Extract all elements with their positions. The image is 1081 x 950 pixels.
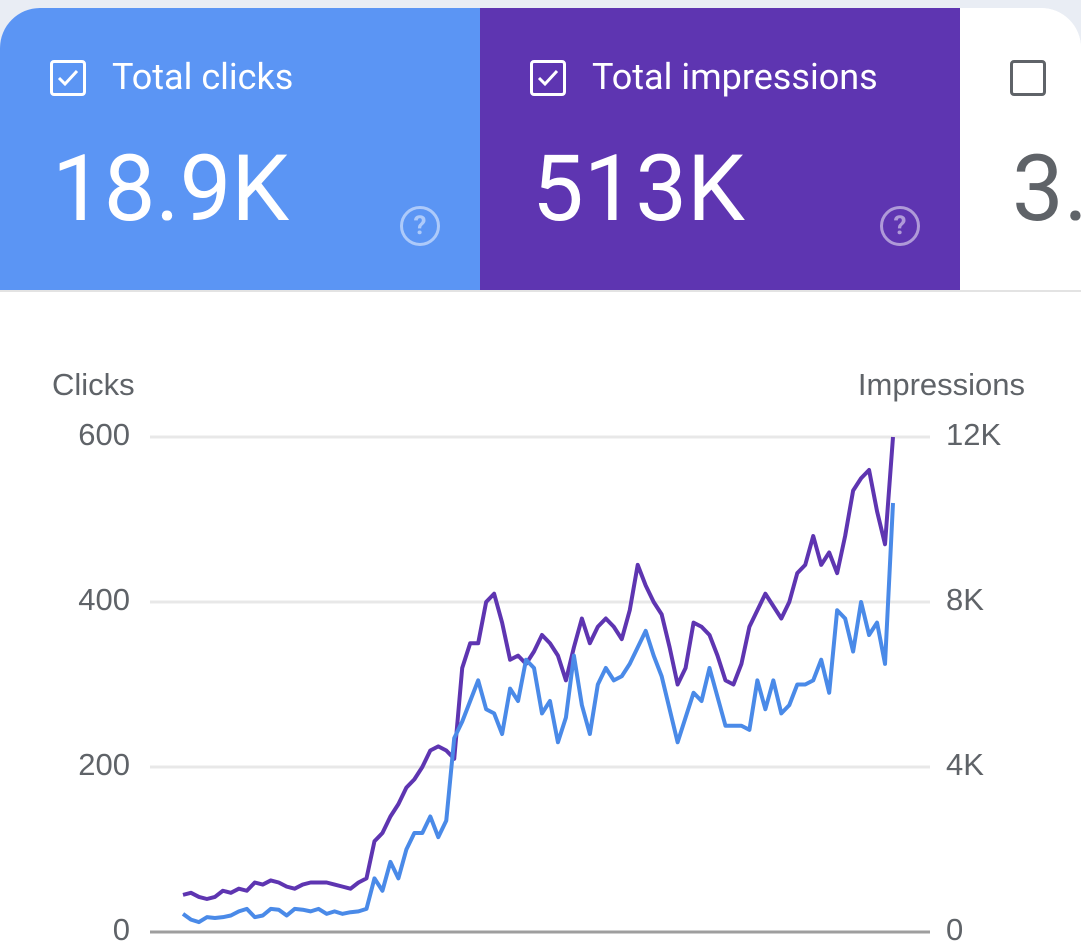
chart: Clicks Impressions 0 200 400 600 0 4K 8K 12K — [52, 367, 1025, 947]
y-tick-label: 0 — [113, 912, 130, 947]
y2-tick-label: 8K — [946, 582, 984, 617]
y-tick-label: 200 — [78, 747, 130, 782]
metric-value: 513K — [532, 136, 745, 243]
y2-tick-label: 0 — [946, 912, 963, 947]
metric-cards: Total clicks 18.9K ? Total impressions 5… — [0, 8, 1081, 292]
series-line — [182, 436, 895, 901]
metric-card[interactable]: Total clicks 18.9K ? — [0, 8, 480, 290]
checkbox[interactable] — [50, 60, 86, 96]
y2-tick-label: 4K — [946, 747, 984, 782]
search-performance: Total clicks 18.9K ? Total impressions 5… — [0, 8, 1081, 950]
checkbox[interactable] — [1010, 60, 1046, 96]
y-tick-label: 600 — [78, 417, 130, 452]
checkbox[interactable] — [530, 60, 566, 96]
series-line — [181, 502, 895, 925]
metric-label: Total clicks — [112, 56, 294, 98]
help-icon[interactable]: ? — [400, 206, 440, 246]
y-axis-title: Clicks — [52, 367, 135, 402]
y-tick-label: 400 — [78, 582, 130, 617]
metric-card[interactable]: 3. — [960, 8, 1081, 290]
y2-axis-title: Impressions — [858, 367, 1025, 402]
help-icon[interactable]: ? — [880, 206, 920, 246]
metric-label: Total impressions — [592, 56, 878, 98]
y2-tick-label: 12K — [946, 417, 1001, 452]
metric-value: 3. — [1012, 136, 1081, 243]
metric-value: 18.9K — [52, 136, 290, 243]
metric-card[interactable]: Total impressions 513K ? — [480, 8, 960, 290]
